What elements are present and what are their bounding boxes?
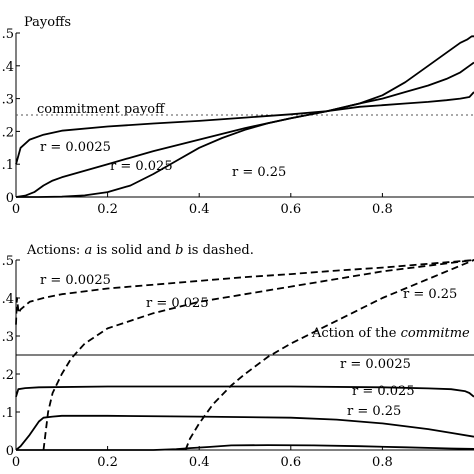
actions-x-tick-label: 0: [12, 455, 20, 470]
payoffs-y-tick-label: .5: [2, 27, 14, 42]
actions-x-tick-label: 0.8: [372, 455, 393, 470]
actions-y-tick-label: .2: [2, 368, 14, 383]
payoffs-x-tick-label: 0: [12, 202, 20, 217]
actions-series-3: [15, 259, 474, 325]
actions-y-tick-label: .1: [2, 406, 14, 421]
actions-title-a: a: [84, 243, 92, 258]
actions-x-tick-label: 0.4: [189, 455, 210, 470]
actions-series-4: [42, 259, 474, 451]
actions-title-pre: Actions:: [26, 243, 84, 258]
payoffs-panel: Payoffs commitment payoff r = 0.0025 r =…: [2, 15, 474, 217]
payoffs-x-tick-label: 0.8: [372, 202, 393, 217]
actions-y-tick-label: 0: [6, 444, 14, 459]
action-a-label-r-0.0025: r = 0.0025: [340, 357, 411, 372]
actions-panel: Actions: a is solid and b is dashed. Act…: [2, 243, 474, 470]
payoffs-title: Payoffs: [24, 15, 71, 30]
actions-title: Actions: a is solid and b is dashed.: [26, 243, 254, 258]
actions-x-tick-label: 0.2: [97, 455, 118, 470]
payoffs-y-tick-label: .4: [2, 60, 14, 75]
payoff-label-r-0.025: r = 0.025: [110, 159, 173, 174]
action-b-label-r-0.25: r = 0.25: [403, 287, 457, 302]
actions-title-post: is dashed.: [183, 243, 253, 258]
actions-y-tick-label: .5: [2, 254, 14, 269]
actions-x-tick-label: 0.6: [280, 455, 301, 470]
actions-y-tick-label: .4: [2, 292, 14, 307]
actions-series-5: [184, 259, 474, 451]
payoffs-y-tick-label: .2: [2, 125, 14, 140]
payoffs-y-tick-label: 0: [6, 191, 14, 206]
payoff-label-r-0.0025: r = 0.0025: [40, 140, 111, 155]
payoffs-y-tick-label: .1: [2, 158, 14, 173]
payoffs-y-tick-label: .3: [2, 93, 14, 108]
payoffs-x-tick-label: 0.2: [97, 202, 118, 217]
payoffs-x-tick-label: 0.6: [280, 202, 301, 217]
payoff-label-r-0.25: r = 0.25: [232, 165, 286, 180]
action-a-label-r-0.25: r = 0.25: [347, 404, 401, 419]
commitment-payoff-label: commitment payoff: [37, 102, 166, 117]
action-b-label-r-0.0025: r = 0.0025: [40, 273, 111, 288]
actions-series-0: [15, 385, 474, 398]
action-b-label-r-0.025: r = 0.025: [146, 296, 209, 311]
actions-series-1: [15, 414, 474, 451]
commitment-action-label-em: commitme: [401, 326, 470, 341]
actions-y-tick-label: .3: [2, 330, 14, 345]
actions-title-b: b: [175, 243, 183, 258]
actions-title-mid: is solid and: [92, 243, 175, 258]
actions-series-2: [16, 444, 474, 451]
commitment-action-label-pre: Action of the: [311, 326, 401, 341]
commitment-action-label: Action of the commitme: [311, 326, 470, 341]
payoffs-x-tick-label: 0.4: [189, 202, 210, 217]
payoffs-series-0: [15, 35, 474, 165]
payoffs-series-2: [16, 91, 474, 198]
